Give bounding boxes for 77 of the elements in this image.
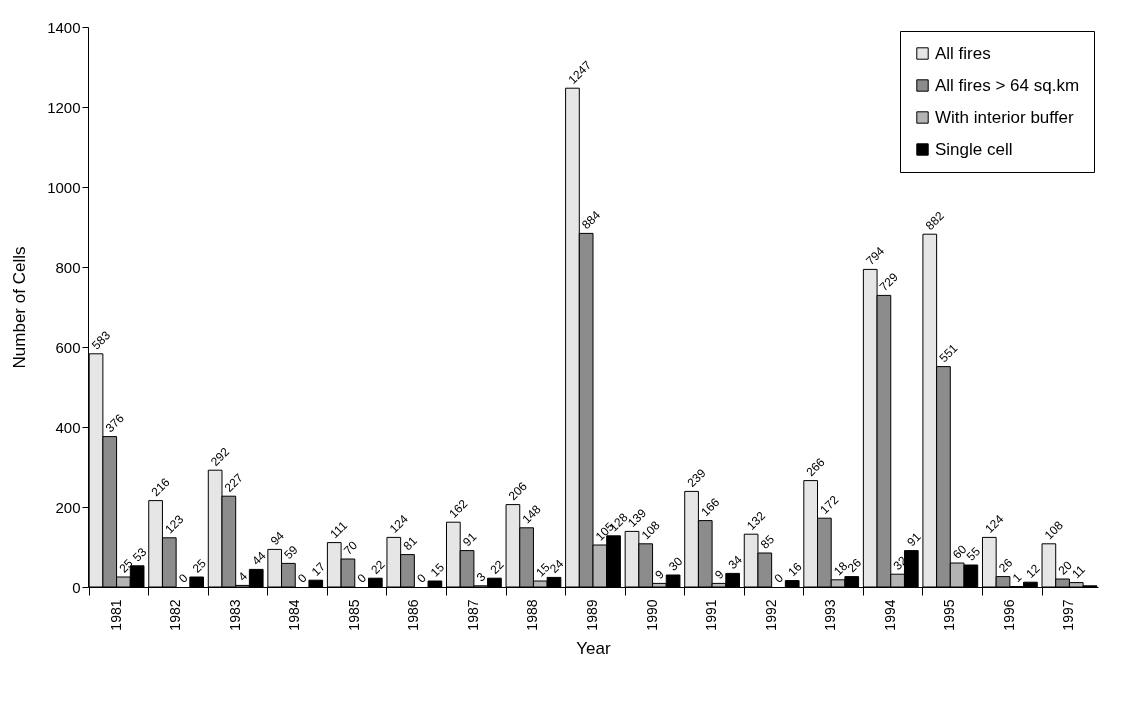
x-tick-label: 1988 [524,599,541,631]
x-tick-label: 1995 [941,599,958,631]
data-label: 81 [400,533,420,554]
data-label: 376 [102,410,127,436]
data-label: 882 [922,208,947,233]
data-label: 172 [817,492,842,517]
data-label: 551 [936,340,961,366]
x-axis-title: Year [576,638,612,658]
data-label: 108 [1041,518,1067,543]
data-label: 292 [208,444,233,469]
y-tick-label: 400 [55,418,81,436]
x-tick-label: 1990 [643,599,660,631]
x-tick-label: 1997 [1060,599,1077,631]
data-label: 16 [785,559,805,580]
y-tick-label: 800 [55,258,81,276]
data-label: 15 [427,560,448,580]
y-axis-title: Number of Cells [10,246,30,369]
x-tick-label: 1982 [167,599,184,631]
data-label: 216 [148,474,173,500]
y-tick-label: 1400 [47,18,81,36]
data-label: 0 [354,570,370,586]
data-label: 12 [1023,561,1043,581]
y-tick-label: 1200 [47,98,81,116]
data-label: 794 [863,243,888,268]
y-tick-label: 600 [55,338,81,356]
data-label: 0 [175,570,191,586]
x-tick-label: 1984 [286,599,303,631]
data-label: 0 [771,570,787,586]
data-label: 266 [803,454,828,480]
data-label: 0 [295,570,310,586]
legend-label: All fires > 64 sq.km [935,75,1080,95]
x-tick-label: 1993 [822,599,839,631]
data-label: 162 [446,496,471,521]
data-label: 30 [666,554,686,574]
data-label: 4 [235,569,251,584]
data-label: 583 [88,328,114,353]
data-label: 9 [652,567,668,582]
x-tick-label: 1992 [762,599,779,631]
y-tick-label: 200 [55,498,81,516]
data-label: 123 [162,512,187,537]
y-tick-label: 0 [72,578,81,596]
y-tick-label: 1000 [47,178,81,196]
x-tick-label: 1994 [881,599,898,631]
data-label: 227 [221,470,247,495]
data-label: 17 [308,559,329,579]
x-tick-label: 1991 [703,599,720,631]
data-label: 124 [982,511,1007,536]
data-label: 91 [904,529,924,550]
data-label: 239 [684,465,709,490]
legend-label: With interior buffer [935,107,1074,127]
x-tick-label: 1981 [107,599,124,631]
x-tick-label: 1996 [1000,599,1017,631]
data-label: 22 [368,557,388,577]
data-label: 884 [579,207,604,232]
x-tick-label: 1986 [405,599,422,631]
data-label: 9 [711,567,727,582]
data-label: 44 [249,548,269,568]
x-tick-label: 1985 [345,599,362,631]
data-label: 0 [414,570,429,586]
legend-label: Single cell [935,139,1013,159]
x-tick-label: 1989 [584,599,600,631]
data-label: 34 [725,552,746,572]
data-label: 85 [757,532,778,552]
data-label: 124 [386,511,412,536]
x-tick-label: 1983 [226,599,243,631]
data-label: 729 [876,269,902,294]
data-label: 1 [1009,570,1025,586]
data-label: 132 [744,508,769,533]
data-label: 206 [505,478,531,504]
data-label: 91 [459,529,480,550]
data-label: 22 [487,557,507,577]
legend-label: All fires [935,43,991,63]
data-label: 148 [519,502,544,527]
data-label: 25 [189,556,210,576]
data-label: 166 [698,494,723,520]
data-label: 3 [473,569,489,585]
x-tick-label: 1987 [464,599,481,631]
